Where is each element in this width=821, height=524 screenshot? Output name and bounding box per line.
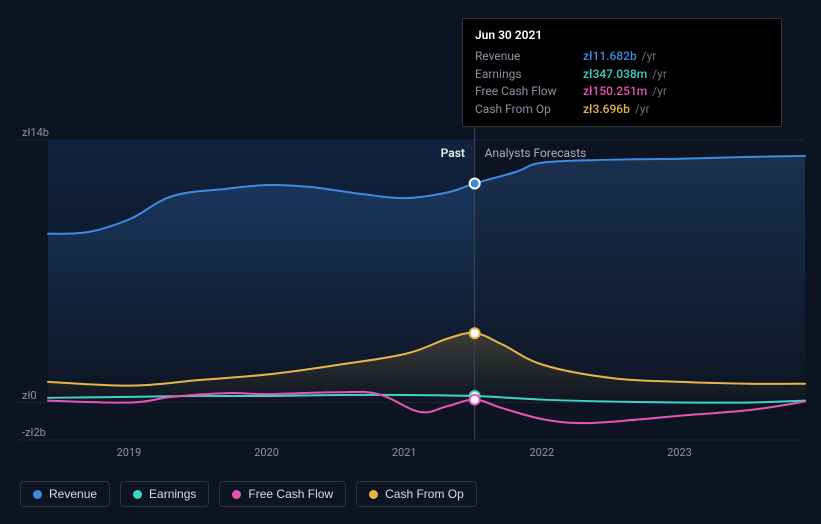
y-axis-label: zł14b [22,126,49,139]
tooltip-unit: /yr [639,49,657,63]
tooltip-label: Cash From Op [475,101,575,118]
marker-revenue [470,178,480,188]
legend-dot-icon [232,490,241,499]
tooltip-unit: /yr [632,102,650,116]
legend-label: Revenue [49,487,97,501]
legend-dot-icon [33,490,42,499]
tooltip-value: zł150.251m [583,84,647,98]
legend-item-earnings[interactable]: Earnings [120,481,209,507]
tooltip-value: zł3.696b [583,102,630,116]
financial-chart: zł14bzł0-zł2b 20192020202120222023 Past … [0,0,821,524]
chart-legend: Revenue Earnings Free Cash Flow Cash From O… [20,481,477,507]
past-section-label: Past [441,146,465,160]
tooltip-row: Earnings zł347.038m /yr [475,66,769,83]
forecast-section-label: Analysts Forecasts [485,146,587,160]
tooltip-value: zł11.682b [583,49,637,63]
y-axis-label: zł0 [22,389,37,402]
legend-label: Cash From Op [385,487,464,501]
tooltip-date: Jun 30 2021 [475,27,769,44]
legend-dot-icon [133,490,142,499]
x-axis-label: 2022 [529,446,554,459]
tooltip-unit: /yr [649,84,667,98]
tooltip-value: zł347.038m [583,67,647,81]
legend-item-cash-from-op[interactable]: Cash From Op [356,481,477,507]
legend-label: Free Cash Flow [248,487,333,501]
marker-free_cash_flow [470,395,480,405]
x-axis-label: 2023 [667,446,692,459]
tooltip-label: Revenue [475,48,575,65]
tooltip-unit: /yr [649,67,667,81]
y-axis-label: -zł2b [22,426,46,439]
tooltip-row: Free Cash Flow zł150.251m /yr [475,83,769,100]
tooltip-label: Free Cash Flow [475,83,575,100]
marker-cash_from_op [470,328,480,338]
tooltip-label: Earnings [475,66,575,83]
x-axis-label: 2019 [117,446,142,459]
tooltip-row: Cash From Op zł3.696b /yr [475,101,769,118]
x-axis-label: 2021 [392,446,417,459]
tooltip-row: Revenue zł11.682b /yr [475,48,769,65]
legend-item-revenue[interactable]: Revenue [20,481,110,507]
x-axis-label: 2020 [254,446,279,459]
chart-tooltip: Jun 30 2021 Revenuezł11.682b /yrEarnings… [462,18,782,127]
legend-label: Earnings [149,487,196,501]
legend-dot-icon [369,490,378,499]
legend-item-free-cash-flow[interactable]: Free Cash Flow [219,481,346,507]
